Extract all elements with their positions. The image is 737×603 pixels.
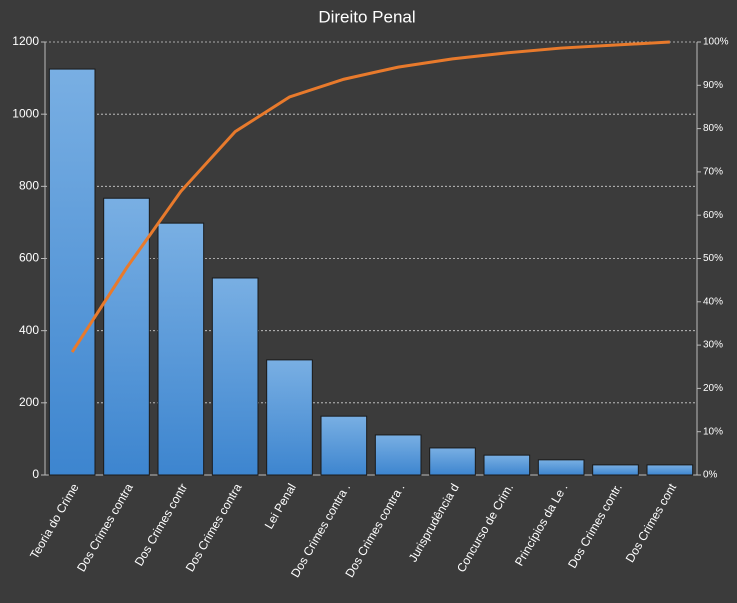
bar: [483, 454, 531, 476]
y-tick-label: 400: [19, 323, 39, 337]
y2-tick-label: 50%: [703, 253, 723, 264]
cumulative-line: [70, 40, 670, 353]
bar: [429, 447, 476, 476]
bar: [374, 434, 422, 476]
bar: [266, 359, 313, 476]
bar: [157, 222, 205, 476]
bar: [646, 464, 694, 476]
bar: [103, 197, 150, 476]
y-tick-label: 1200: [12, 34, 39, 48]
y2-tick-label: 10%: [703, 426, 723, 437]
y-tick-label: 600: [19, 251, 39, 265]
y-tick-label: 0: [32, 467, 39, 481]
y2-tick-label: 90%: [703, 80, 723, 91]
y2-tick-label: 80%: [703, 123, 723, 134]
y2-tick-label: 20%: [703, 383, 723, 394]
bar: [48, 68, 96, 476]
bar: [211, 277, 259, 476]
y-tick-label: 800: [19, 179, 39, 193]
y2-tick-label: 100%: [703, 37, 729, 48]
bar: [537, 459, 585, 476]
y-tick-label: 200: [19, 395, 39, 409]
y2-tick-label: 30%: [703, 340, 723, 351]
y-tick-label: 1000: [12, 106, 39, 120]
y2-tick-label: 60%: [703, 210, 723, 221]
bar: [320, 415, 368, 476]
y2-tick-label: 40%: [703, 296, 723, 307]
chart-title: Direito Penal: [318, 7, 415, 26]
y2-tick-label: 70%: [703, 167, 723, 178]
y2-tick-label: 0%: [703, 470, 718, 481]
bar: [592, 464, 639, 476]
